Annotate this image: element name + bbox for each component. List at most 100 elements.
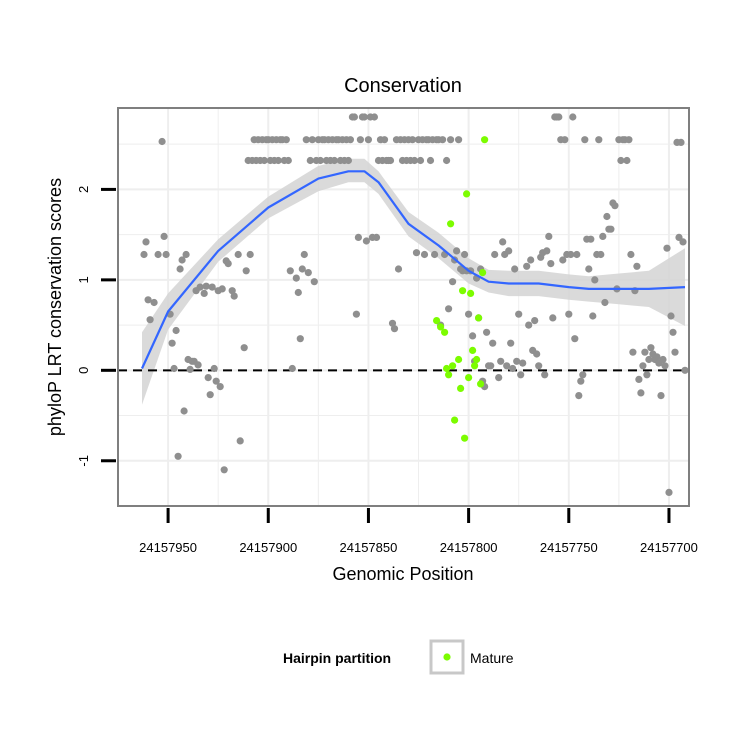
x-tick-label: 24157850 bbox=[340, 540, 398, 555]
mature-point bbox=[455, 355, 463, 364]
data-point bbox=[306, 156, 314, 165]
data-point bbox=[210, 364, 218, 373]
legend: Hairpin partition Mature bbox=[283, 639, 514, 675]
data-point bbox=[663, 244, 671, 252]
data-point bbox=[455, 136, 463, 144]
panel-border bbox=[117, 107, 690, 507]
chart-title: Conservation bbox=[344, 75, 462, 97]
data-point bbox=[388, 319, 397, 327]
data-point bbox=[453, 247, 461, 255]
data-point bbox=[591, 276, 599, 284]
data-point bbox=[208, 283, 216, 291]
data-point bbox=[495, 374, 503, 382]
data-point bbox=[645, 355, 653, 364]
mature-point bbox=[465, 374, 473, 382]
data-point bbox=[569, 113, 577, 121]
mature-point bbox=[459, 287, 467, 295]
data-point bbox=[160, 232, 168, 240]
data-point bbox=[643, 371, 651, 379]
data-point bbox=[565, 310, 573, 318]
data-point bbox=[174, 452, 182, 460]
data-point bbox=[344, 156, 352, 165]
data-point bbox=[286, 267, 294, 275]
data-point bbox=[204, 374, 212, 382]
data-point bbox=[182, 250, 190, 259]
data-point bbox=[465, 310, 473, 318]
data-point bbox=[679, 238, 687, 246]
data-point bbox=[447, 136, 455, 144]
data-point bbox=[260, 156, 268, 165]
ribbon-area bbox=[142, 158, 685, 405]
data-point bbox=[356, 136, 364, 144]
mature-point bbox=[477, 380, 485, 388]
data-point bbox=[617, 156, 625, 165]
data-point bbox=[426, 156, 435, 165]
data-point bbox=[535, 362, 543, 370]
data-point bbox=[212, 377, 220, 385]
data-point bbox=[469, 332, 477, 340]
x-tick-label: 24157800 bbox=[440, 540, 498, 555]
data-point bbox=[523, 262, 531, 270]
data-point bbox=[346, 136, 354, 144]
data-point bbox=[489, 339, 497, 347]
y-tick-label: 2 bbox=[76, 186, 91, 193]
data-point bbox=[541, 371, 549, 379]
data-point bbox=[525, 321, 533, 329]
data-point bbox=[354, 233, 362, 241]
data-point bbox=[623, 156, 631, 165]
data-point bbox=[416, 156, 425, 165]
data-point bbox=[625, 136, 633, 144]
data-point bbox=[559, 256, 567, 264]
data-point bbox=[224, 260, 232, 268]
data-point bbox=[242, 267, 250, 275]
data-point bbox=[637, 389, 645, 397]
data-point bbox=[597, 250, 605, 259]
data-point bbox=[549, 314, 557, 322]
data-point bbox=[150, 298, 158, 307]
data-point bbox=[509, 364, 517, 373]
data-point bbox=[362, 237, 370, 245]
data-point bbox=[154, 250, 162, 259]
legend-title: Hairpin partition bbox=[283, 650, 391, 666]
data-point bbox=[292, 274, 300, 282]
data-point bbox=[236, 437, 244, 445]
y-tick-label: 1 bbox=[76, 276, 91, 283]
data-point bbox=[577, 377, 585, 385]
data-point bbox=[603, 212, 611, 221]
mature-point bbox=[481, 136, 489, 144]
data-point bbox=[491, 250, 499, 259]
data-point bbox=[234, 250, 242, 259]
data-point bbox=[633, 262, 641, 270]
mature-point bbox=[463, 190, 471, 198]
data-point bbox=[657, 392, 665, 400]
mature-point bbox=[473, 355, 481, 364]
mature-point bbox=[449, 362, 457, 370]
data-point bbox=[571, 335, 579, 343]
data-point bbox=[667, 312, 675, 320]
mature-point bbox=[457, 384, 465, 392]
data-point bbox=[162, 250, 170, 259]
data-point bbox=[180, 407, 188, 415]
data-point bbox=[142, 238, 150, 246]
data-point bbox=[178, 256, 186, 264]
data-point bbox=[206, 391, 214, 399]
data-point bbox=[461, 250, 469, 259]
data-point bbox=[390, 325, 399, 333]
data-point bbox=[627, 250, 635, 259]
data-point bbox=[218, 285, 226, 293]
data-point bbox=[561, 136, 569, 144]
data-point bbox=[671, 348, 679, 356]
smooth-line bbox=[140, 170, 686, 369]
data-point bbox=[641, 348, 649, 356]
data-point bbox=[639, 362, 647, 370]
data-point bbox=[579, 371, 587, 379]
data-point bbox=[545, 232, 553, 240]
data-point bbox=[230, 292, 238, 300]
y-axis-title: phyloP LRT conservation scores bbox=[45, 178, 65, 436]
data-point bbox=[567, 250, 575, 259]
data-point bbox=[294, 288, 302, 297]
data-point bbox=[350, 113, 358, 121]
data-point bbox=[587, 235, 595, 243]
data-point bbox=[555, 113, 563, 121]
